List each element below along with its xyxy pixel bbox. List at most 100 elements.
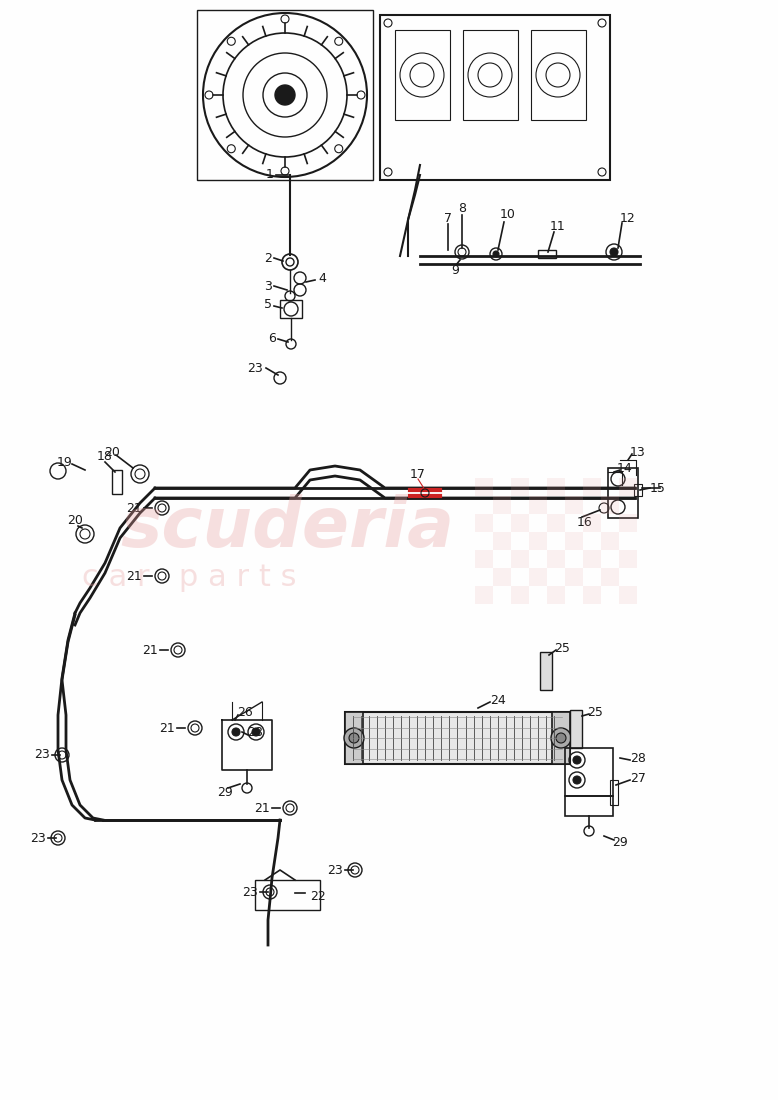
Text: 24: 24 bbox=[490, 693, 506, 706]
Circle shape bbox=[493, 251, 499, 257]
Text: 27: 27 bbox=[630, 771, 646, 784]
Text: 21: 21 bbox=[142, 644, 158, 657]
Text: 10: 10 bbox=[500, 209, 516, 221]
Bar bbox=[619, 586, 637, 604]
Bar bbox=[634, 484, 642, 496]
Bar bbox=[547, 586, 565, 604]
Circle shape bbox=[610, 248, 618, 256]
Bar bbox=[475, 478, 493, 496]
Circle shape bbox=[275, 85, 295, 104]
Text: 29: 29 bbox=[217, 785, 233, 799]
Bar bbox=[511, 550, 529, 568]
Bar bbox=[552, 712, 570, 764]
Bar bbox=[608, 468, 638, 518]
Bar bbox=[475, 586, 493, 604]
Text: 25: 25 bbox=[554, 641, 570, 654]
Bar bbox=[493, 568, 511, 586]
Text: 29: 29 bbox=[612, 836, 628, 848]
Bar bbox=[565, 496, 583, 514]
Text: 7: 7 bbox=[444, 211, 452, 224]
Text: 5: 5 bbox=[264, 298, 272, 311]
Bar bbox=[619, 550, 637, 568]
Text: 6: 6 bbox=[268, 331, 276, 344]
Bar bbox=[511, 586, 529, 604]
Text: scuderia: scuderia bbox=[120, 495, 454, 561]
Circle shape bbox=[573, 756, 581, 764]
Bar bbox=[345, 712, 570, 764]
Text: 28: 28 bbox=[247, 726, 263, 739]
Text: 21: 21 bbox=[126, 570, 142, 583]
Text: 3: 3 bbox=[264, 279, 272, 293]
Text: 28: 28 bbox=[630, 751, 646, 764]
Text: 19: 19 bbox=[57, 456, 73, 470]
Circle shape bbox=[349, 733, 359, 742]
Circle shape bbox=[232, 728, 240, 736]
Text: 9: 9 bbox=[451, 264, 459, 276]
Bar bbox=[395, 30, 450, 120]
Bar bbox=[475, 550, 493, 568]
Text: 20: 20 bbox=[104, 446, 120, 459]
Bar bbox=[610, 780, 618, 805]
Text: 17: 17 bbox=[410, 468, 426, 481]
Text: 23: 23 bbox=[242, 886, 258, 899]
Text: 12: 12 bbox=[620, 211, 636, 224]
Text: 22: 22 bbox=[310, 890, 326, 902]
Text: 20: 20 bbox=[67, 514, 83, 527]
Text: 21: 21 bbox=[254, 802, 270, 814]
Bar bbox=[601, 532, 619, 550]
Bar bbox=[280, 300, 302, 318]
Text: 23: 23 bbox=[34, 748, 50, 761]
Bar bbox=[601, 496, 619, 514]
Text: 23: 23 bbox=[30, 832, 46, 845]
Text: 23: 23 bbox=[247, 362, 263, 374]
Circle shape bbox=[556, 733, 566, 742]
Bar bbox=[493, 532, 511, 550]
Bar bbox=[570, 710, 582, 748]
Bar bbox=[547, 478, 565, 496]
Bar bbox=[493, 496, 511, 514]
Bar bbox=[583, 478, 601, 496]
Bar bbox=[529, 532, 547, 550]
Bar bbox=[540, 652, 552, 690]
Text: 14: 14 bbox=[617, 462, 633, 474]
Bar bbox=[112, 470, 122, 494]
Text: 15: 15 bbox=[650, 482, 666, 495]
Bar bbox=[601, 568, 619, 586]
Bar bbox=[565, 748, 613, 796]
Circle shape bbox=[573, 776, 581, 784]
Bar bbox=[583, 514, 601, 532]
Bar bbox=[529, 496, 547, 514]
Bar bbox=[511, 514, 529, 532]
Text: 13: 13 bbox=[630, 446, 646, 459]
Text: 11: 11 bbox=[550, 220, 566, 232]
Bar bbox=[547, 550, 565, 568]
Circle shape bbox=[344, 728, 364, 748]
Bar bbox=[619, 514, 637, 532]
Bar bbox=[511, 478, 529, 496]
Text: 26: 26 bbox=[237, 706, 253, 719]
Text: c a r   p a r t s: c a r p a r t s bbox=[82, 563, 296, 593]
Bar bbox=[583, 586, 601, 604]
Bar bbox=[565, 532, 583, 550]
Text: 16: 16 bbox=[577, 516, 593, 528]
Text: 23: 23 bbox=[327, 864, 343, 877]
Circle shape bbox=[252, 728, 260, 736]
Text: 25: 25 bbox=[587, 705, 603, 718]
Text: 21: 21 bbox=[159, 722, 175, 735]
Bar bbox=[197, 10, 373, 180]
Bar bbox=[345, 712, 363, 764]
Text: 18: 18 bbox=[97, 451, 113, 463]
Bar bbox=[531, 30, 586, 120]
Bar bbox=[619, 478, 637, 496]
Bar bbox=[380, 15, 610, 180]
Bar bbox=[565, 796, 613, 816]
Bar bbox=[538, 250, 556, 258]
Text: 2: 2 bbox=[264, 252, 272, 264]
Bar bbox=[583, 550, 601, 568]
Bar bbox=[529, 568, 547, 586]
Bar bbox=[255, 880, 320, 910]
Bar bbox=[475, 514, 493, 532]
Bar bbox=[463, 30, 518, 120]
Circle shape bbox=[551, 728, 571, 748]
Text: 21: 21 bbox=[126, 502, 142, 515]
